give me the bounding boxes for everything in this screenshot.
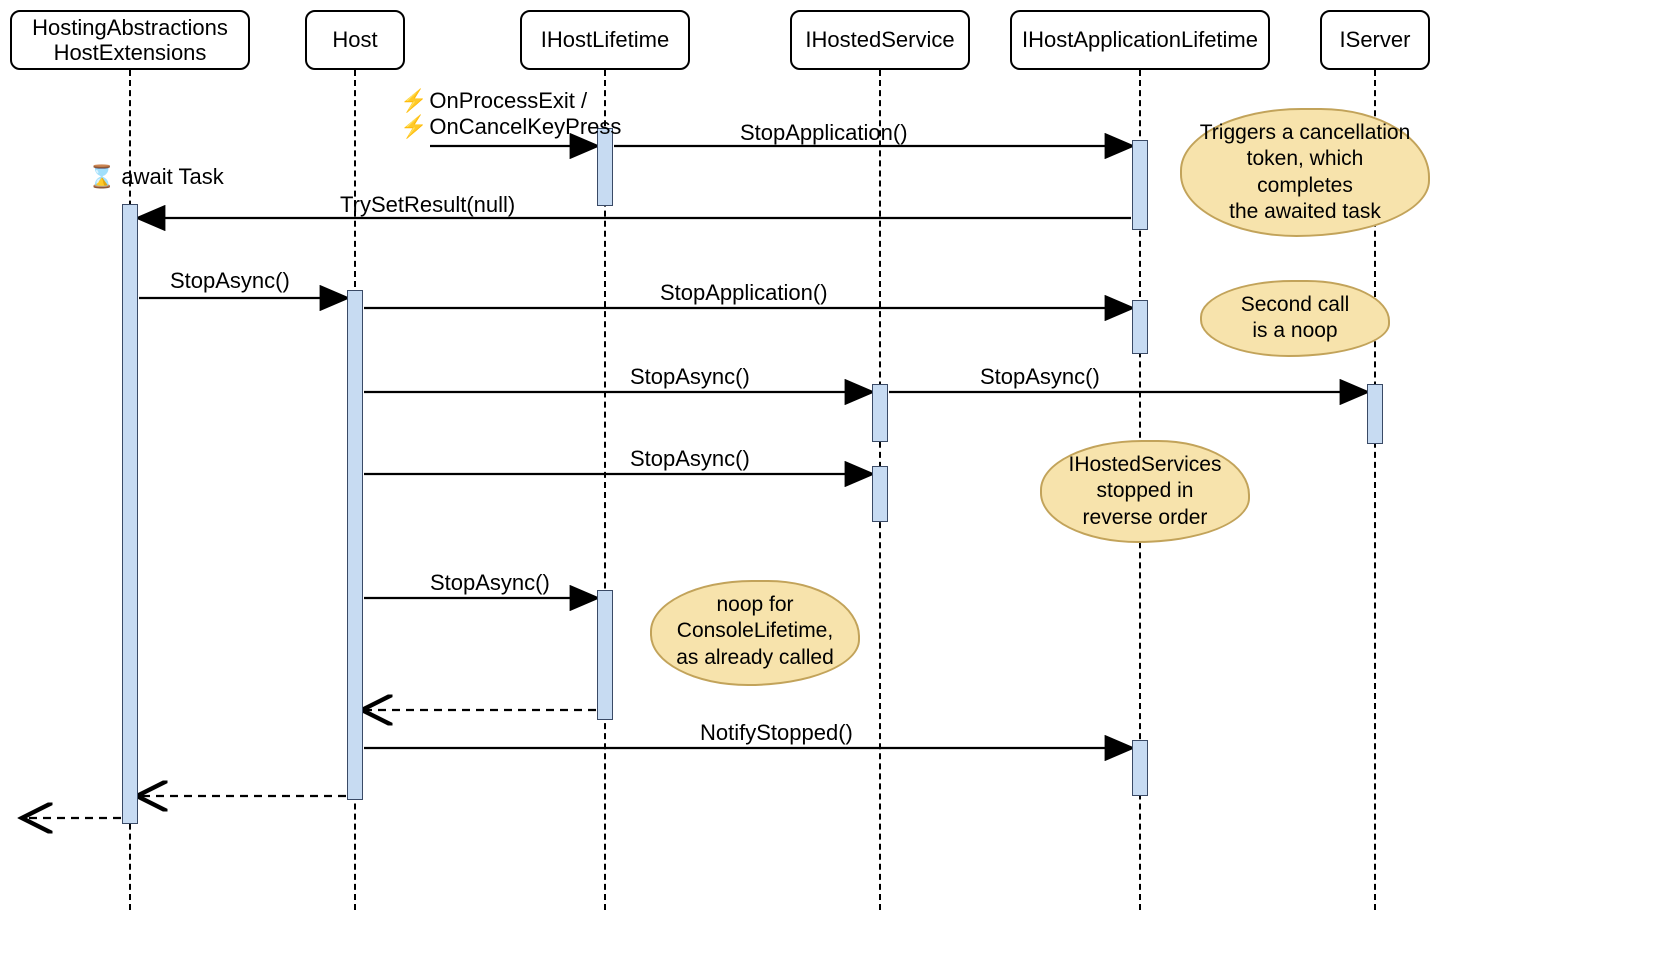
activation-box — [122, 204, 138, 824]
activation-box — [1132, 300, 1148, 354]
note-bubble: Second call is a noop — [1200, 280, 1390, 357]
note-bubble: Triggers a cancellation token, which com… — [1180, 108, 1430, 237]
participant-isrv: IServer — [1320, 10, 1430, 70]
message-label: StopAsync() — [630, 364, 750, 390]
free-label: ⚡OnCancelKeyPress — [400, 114, 621, 140]
message-label: StopAsync() — [430, 570, 550, 596]
free-label-text: OnCancelKeyPress — [429, 114, 621, 139]
participant-hahe: HostingAbstractions HostExtensions — [10, 10, 250, 70]
note-bubble: noop for ConsoleLifetime, as already cal… — [650, 580, 860, 686]
activation-box — [1367, 384, 1383, 444]
note-text: Second call is a noop — [1241, 293, 1350, 342]
activation-box — [347, 290, 363, 800]
participant-label: Host — [332, 27, 377, 52]
activation-box — [872, 466, 888, 522]
participant-label: HostingAbstractions HostExtensions — [32, 15, 228, 66]
note-text: IHostedServices stopped in reverse order — [1069, 453, 1222, 529]
activation-box — [597, 590, 613, 720]
hourglass-icon: ⌛ — [88, 164, 115, 189]
note-bubble: IHostedServices stopped in reverse order — [1040, 440, 1250, 543]
bolt-icon: ⚡ — [400, 88, 427, 113]
message-label: StopApplication() — [660, 280, 828, 306]
note-text: Triggers a cancellation token, which com… — [1200, 121, 1411, 223]
message-label: NotifyStopped() — [700, 720, 853, 746]
free-label-text: await Task — [121, 164, 223, 189]
message-label: StopApplication() — [740, 120, 908, 146]
free-label: ⌛await Task — [88, 164, 224, 190]
free-label: ⚡OnProcessExit / — [400, 88, 587, 114]
activation-box — [872, 384, 888, 442]
bolt-icon: ⚡ — [400, 114, 427, 139]
participant-label: IHostApplicationLifetime — [1022, 27, 1258, 52]
participant-label: IHostLifetime — [541, 27, 669, 52]
note-text: noop for ConsoleLifetime, as already cal… — [676, 593, 834, 669]
message-label: StopAsync() — [630, 446, 750, 472]
participant-label: IServer — [1340, 27, 1411, 52]
message-label: StopAsync() — [170, 268, 290, 294]
participant-ihal: IHostApplicationLifetime — [1010, 10, 1270, 70]
participant-ihl: IHostLifetime — [520, 10, 690, 70]
free-label-text: OnProcessExit / — [429, 88, 587, 113]
message-label: StopAsync() — [980, 364, 1100, 390]
message-label: TrySetResult(null) — [340, 192, 515, 218]
participant-label: IHostedService — [805, 27, 954, 52]
participant-host: Host — [305, 10, 405, 70]
activation-box — [1132, 140, 1148, 230]
participant-ihs: IHostedService — [790, 10, 970, 70]
activation-box — [1132, 740, 1148, 796]
